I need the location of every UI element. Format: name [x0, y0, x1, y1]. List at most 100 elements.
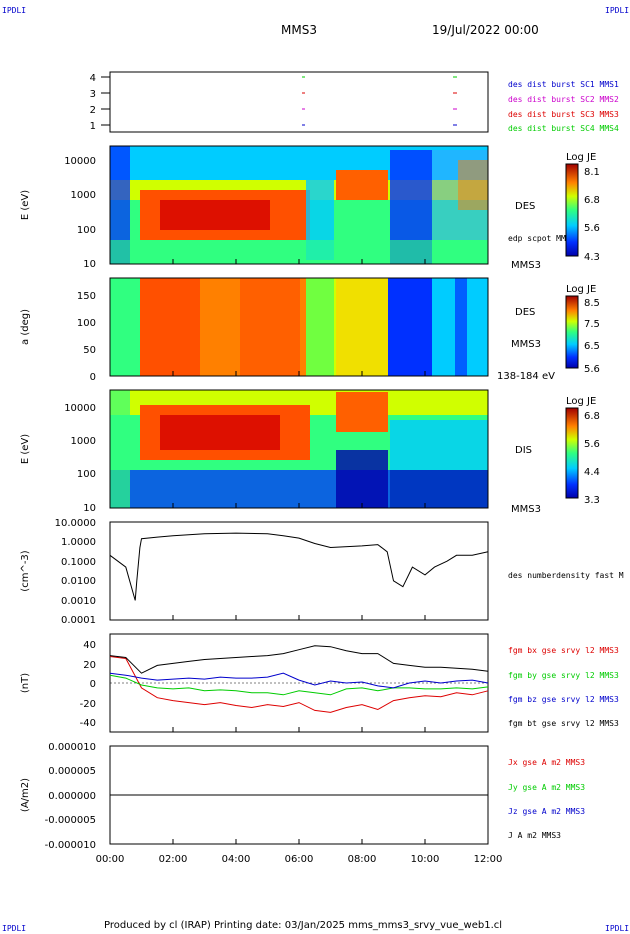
- x-tick-label: 00:00: [96, 854, 125, 865]
- j-legend-1: Jx gse A m2 MMS3: [508, 758, 585, 767]
- j-tick-1: 0.000010: [48, 742, 96, 753]
- bfield-series: [109, 645, 489, 713]
- des-p-tick-0: 0: [90, 372, 96, 383]
- b-legend-1: fgm bx gse srvy l2 MMS3: [508, 646, 619, 655]
- dis-e-cb-tick-1: 6.8: [584, 411, 600, 422]
- avail-tick-4: 4: [90, 73, 96, 84]
- des-e-ylabel: E (eV): [20, 190, 31, 220]
- des-e-label-main: DES: [515, 201, 535, 212]
- corner-mark-top-left: IPDLI: [2, 6, 27, 15]
- j-tick-3: 0.000000: [48, 791, 96, 802]
- des-e-cb-title: Log JE: [566, 152, 596, 163]
- j-tick-5: -0.000010: [45, 840, 96, 851]
- dis-e-tick-1000: 1000: [71, 436, 96, 447]
- dens-legend-1: des numberdensity fast M: [508, 571, 624, 580]
- des-p-label-main: DES: [515, 307, 535, 318]
- current-panel: (A/m2) 0.000010 0.000005 0.000000 -0.000…: [20, 742, 585, 851]
- des-p-cb-tick-1: 8.5: [584, 298, 600, 309]
- j-legend-4: J A m2 MMS3: [508, 831, 561, 840]
- b-tick-m40: -40: [80, 718, 96, 729]
- dis-e-label-sc: MMS3: [511, 504, 541, 515]
- dis-e-cb-title: Log JE: [566, 396, 596, 407]
- dens-tick-5: 0.0010: [61, 596, 96, 607]
- x-tick-label: 08:00: [348, 854, 377, 865]
- avail-legend-4: des dist burst SC4 MMS4: [508, 124, 619, 133]
- bfield-line-1: [109, 656, 489, 713]
- j-legend-3: Jz gse A m2 MMS3: [508, 807, 585, 816]
- j-tick-2: 0.000005: [48, 766, 96, 777]
- b-tick-0: 0: [90, 679, 96, 690]
- dens-tick-3: 0.1000: [61, 557, 96, 568]
- des-e-label-sc: MMS3: [511, 260, 541, 271]
- des-p-tick-150: 150: [77, 291, 96, 302]
- dis-e-tick-10000: 10000: [64, 403, 96, 414]
- dens-tick-2: 1.0000: [61, 537, 96, 548]
- b-legend-4: fgm bt gse srvy l2 MMS3: [508, 719, 619, 728]
- des-energy-spectrogram: [110, 146, 488, 264]
- des-p-colorbar: [565, 295, 579, 369]
- dis-e-colorbar: [565, 407, 579, 499]
- des-p-tick-100: 100: [77, 318, 96, 329]
- avail-legend-2: des dist burst SC2 MMS2: [508, 95, 619, 104]
- des-e-tick-10: 10: [83, 259, 96, 270]
- x-tick-label: 06:00: [285, 854, 314, 865]
- header-date: 19/Jul/2022 00:00: [432, 23, 539, 37]
- avail-legend-1: des dist burst SC1 MMS1: [508, 80, 619, 89]
- x-tick-label: 10:00: [411, 854, 440, 865]
- des-p-label-sc: MMS3: [511, 339, 541, 350]
- des-pitch-spectrogram: [110, 278, 488, 376]
- des-pitch-panel: a (deg) 150 100 50 0 DES MMS3 138-184 eV…: [20, 277, 600, 383]
- avail-tick-3: 3: [90, 89, 96, 100]
- des-p-ylabel: a (deg): [20, 309, 31, 345]
- bfield-line-4: [109, 645, 489, 674]
- b-legend-2: fgm by gse srvy l2 MMS3: [508, 671, 619, 680]
- des-e-cb-tick-4: 4.3: [584, 252, 600, 263]
- des-e-cb-tick-2: 6.8: [584, 195, 600, 206]
- bfield-line-3: [109, 672, 489, 689]
- corner-mark-bottom-left: IPDLI: [2, 924, 27, 933]
- des-e-colorbar: [565, 163, 579, 257]
- j-ylabel: (A/m2): [20, 778, 31, 812]
- des-e-cb-tick-1: 8.1: [584, 167, 600, 178]
- des-e-label-extra: edp scpot MMS3: [508, 234, 576, 243]
- header-spacecraft: MMS3: [281, 23, 317, 37]
- des-e-tick-1000: 1000: [71, 190, 96, 201]
- des-e-cb-tick-3: 5.6: [584, 223, 600, 234]
- dis-e-cb-tick-3: 4.4: [584, 467, 600, 478]
- density-series: [109, 532, 489, 601]
- des-p-cb-tick-2: 7.5: [584, 319, 600, 330]
- density-panel: (cm^-3) 10.0000 1.0000 0.1000 0.0100 0.0…: [20, 518, 624, 626]
- j-legend-2: Jy gse A m2 MMS3: [508, 783, 585, 792]
- dis-e-ylabel: E (eV): [20, 434, 31, 464]
- b-tick-20: 20: [83, 660, 96, 671]
- avail-legend-3: des dist burst SC3 MMS3: [508, 110, 619, 119]
- dis-e-label-main: DIS: [515, 445, 532, 456]
- avail-tick-2: 2: [90, 105, 96, 116]
- j-tick-4: -0.000005: [45, 815, 96, 826]
- dis-e-tick-100: 100: [77, 469, 96, 480]
- des-p-cb-tick-3: 6.5: [584, 341, 600, 352]
- corner-mark-bottom-right: IPDLI: [605, 924, 630, 933]
- x-tick-label: 02:00: [159, 854, 188, 865]
- x-tick-label: 12:00: [474, 854, 503, 865]
- dis-e-cb-tick-4: 3.3: [584, 495, 600, 506]
- dens-tick-6: 0.0001: [61, 615, 96, 626]
- des-p-label-extra: 138-184 eV: [497, 371, 555, 382]
- dens-tick-4: 0.0100: [61, 576, 96, 587]
- b-ylabel: (nT): [20, 673, 31, 693]
- dis-energy-panel: E (eV) 10000 1000 100 10 DIS MMS3 Log JE…: [20, 389, 600, 515]
- corner-mark-top-right: IPDLI: [605, 6, 630, 15]
- dis-e-tick-10: 10: [83, 503, 96, 514]
- des-p-cb-title: Log JE: [566, 284, 596, 295]
- bfield-line-2: [109, 674, 489, 696]
- b-tick-40: 40: [83, 640, 96, 651]
- density-line: [109, 532, 489, 601]
- bfield-panel: (nT) 40 20 0 -20 -40 fgm bx gse srvy l2 …: [20, 633, 619, 733]
- time-axis: 00:00 02:00 04:00 06:00 08:00 10:00 12:00: [96, 259, 503, 865]
- des-e-tick-100: 100: [77, 225, 96, 236]
- avail-tick-1: 1: [90, 121, 96, 132]
- dens-ylabel: (cm^-3): [20, 550, 31, 591]
- dens-tick-1: 10.0000: [55, 518, 96, 529]
- x-tick-label: 04:00: [222, 854, 251, 865]
